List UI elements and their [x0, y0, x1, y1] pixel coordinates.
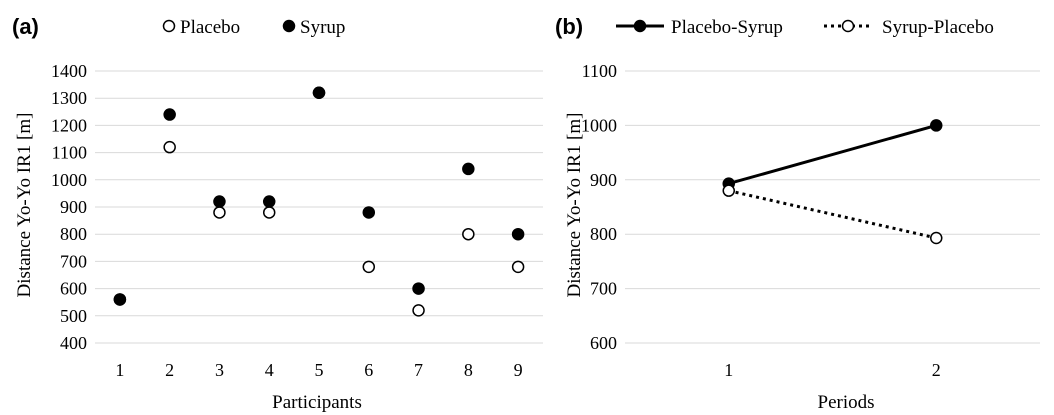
panel-a-x-tick-label: 7: [414, 360, 423, 380]
panel-b-y-tick-label: 900: [590, 170, 617, 190]
placebo-point: [412, 304, 425, 317]
syrup-placebo-point: [930, 231, 943, 245]
panel-a-x-tick-label: 6: [364, 360, 373, 380]
panel-b-y-tick-label: 800: [590, 224, 617, 244]
syrup-point: [262, 195, 276, 208]
legend-placebo-marker: [162, 19, 176, 33]
syrup-point: [362, 206, 376, 219]
panel-a-y-axis-title: Distance Yo-Yo IR1 [m]: [14, 113, 35, 298]
panel-a-x-tick-label: 8: [464, 360, 473, 380]
legend-syrup-marker: [282, 19, 296, 33]
placebo-syrup-point: [930, 119, 943, 132]
panel-a-x-axis-title: Participants: [272, 392, 362, 413]
panel-b-label: (b): [555, 14, 583, 39]
panel-b-y-tick-label: 1000: [581, 115, 617, 135]
panel-a-y-tick-label: 900: [60, 197, 87, 217]
syrup-point: [511, 227, 525, 241]
panel-a-y-tick-label: 400: [60, 333, 87, 353]
syrup-placebo-line: [728, 189, 937, 240]
legend-placebo-syrup-marker: [633, 19, 647, 33]
syrup-point: [462, 162, 475, 176]
syrup-point: [213, 195, 226, 208]
legend-syrup-label: Syrup: [300, 17, 345, 38]
syrup-point: [113, 293, 127, 306]
panel-a-y-tick-label: 600: [60, 279, 87, 299]
syrup-point: [312, 86, 326, 100]
panel-a-y-tick-label: 800: [60, 224, 87, 244]
panel-b-x-axis-title: Periods: [818, 392, 875, 413]
panel-a-y-tick-label: 1400: [51, 61, 87, 81]
placebo-point: [163, 140, 176, 154]
panel-a-x-tick-label: 2: [165, 360, 174, 380]
placebo-point: [362, 260, 376, 274]
panel-a-x-tick-label: 4: [265, 360, 274, 380]
placebo-point: [511, 260, 525, 274]
panel-a-y-tick-label: 500: [60, 306, 87, 326]
panel-a-label: (a): [12, 14, 39, 39]
panel-b-y-tick-label: 700: [590, 279, 617, 299]
panel-b-x-tick-label: 2: [932, 360, 941, 380]
legend-placebo-label: Placebo: [180, 17, 240, 38]
legend-placebo-syrup-label: Placebo-Syrup: [671, 17, 783, 38]
panel-b-y-tick-label: 600: [590, 333, 617, 353]
panel-a-y-tick-label: 1200: [51, 115, 87, 135]
panel-b-y-axis-title: Distance Yo-Yo IR1 [m]: [564, 113, 585, 298]
placebo-point: [462, 227, 475, 241]
panel-a-x-tick-label: 9: [514, 360, 523, 380]
panel-a-y-tick-label: 700: [60, 251, 87, 271]
legend-syrup-placebo-marker: [841, 19, 855, 33]
panel-a-y-tick-label: 1100: [52, 143, 87, 163]
syrup-point: [163, 108, 176, 121]
panel-b-y-tick-label: 1100: [582, 61, 617, 81]
panel-a: (a) Placebo Syrup 400 500 600 700 800 900 1000…: [12, 14, 543, 413]
panel-b-legend: Placebo-Syrup Syrup-Placebo: [616, 17, 994, 38]
panel-a-y-tick-label: 1300: [51, 88, 87, 108]
placebo-point: [262, 206, 276, 219]
syrup-point: [412, 282, 425, 295]
panel-b-x-tick-label: 1: [724, 360, 733, 380]
panel-b: (b) Placebo-Syrup Syrup-Placebo 600 700 80…: [555, 14, 1040, 413]
panel-a-x-tick-label: 5: [315, 360, 324, 380]
panel-a-legend: Placebo Syrup: [162, 17, 345, 38]
panel-a-y-tick-label: 1000: [51, 170, 87, 190]
syrup-placebo-point: [722, 184, 735, 197]
panel-a-x-tick-label: 3: [215, 360, 224, 380]
placebo-point: [213, 206, 226, 219]
panel-a-x-tick-label: 1: [115, 360, 124, 380]
legend-syrup-placebo-label: Syrup-Placebo: [882, 17, 994, 38]
placebo-syrup-line: [728, 123, 937, 186]
